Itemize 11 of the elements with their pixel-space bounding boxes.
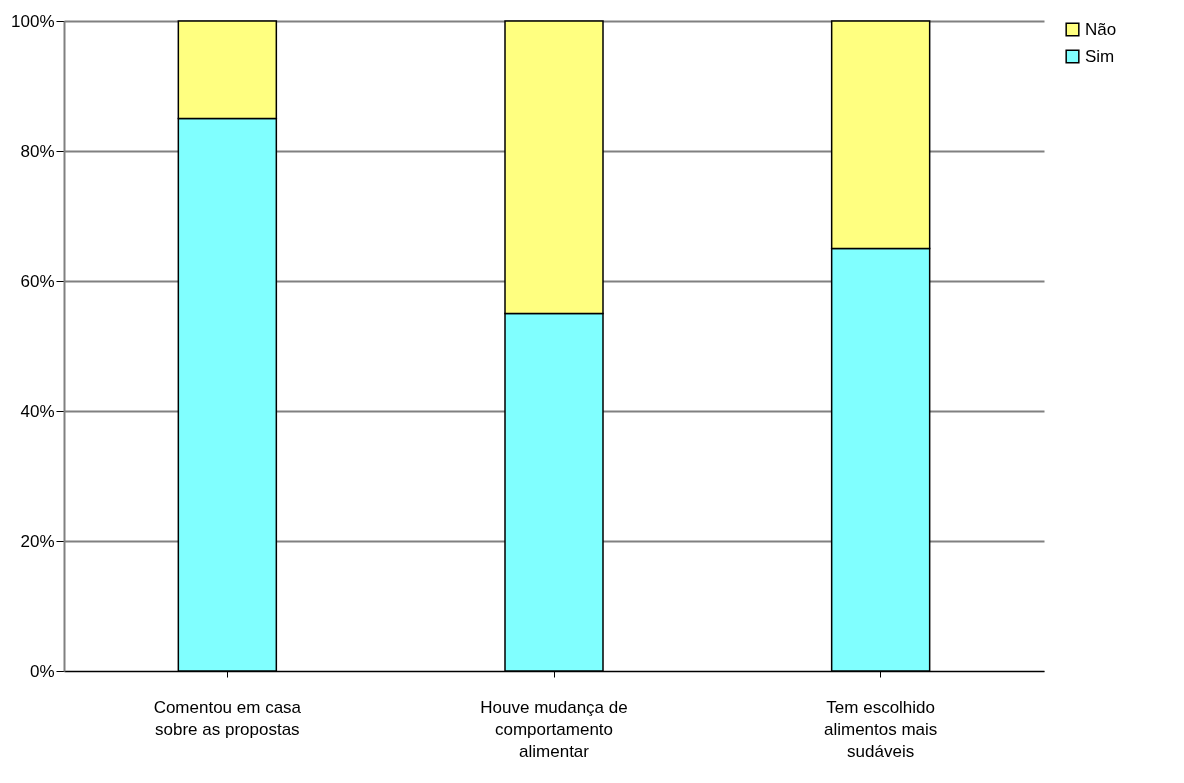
y-tick-label: 80% bbox=[20, 141, 55, 161]
x-tick-label: Tem escolhido alimentos mais sudáveis bbox=[823, 697, 938, 761]
y-tick-label: 0% bbox=[29, 661, 55, 681]
y-tick-label: 20% bbox=[20, 531, 55, 551]
y-tick-label: 40% bbox=[20, 401, 55, 421]
y-tick-label: 60% bbox=[20, 271, 55, 291]
legend-label: Sim bbox=[1085, 46, 1115, 66]
x-tick-label: Houve mudança de comportamento alimentar bbox=[480, 697, 628, 761]
y-tick-label: 100% bbox=[11, 11, 55, 31]
x-tick-label: Comentou em casa sobre as propostas bbox=[153, 697, 302, 739]
legend-label: Não bbox=[1085, 19, 1117, 39]
